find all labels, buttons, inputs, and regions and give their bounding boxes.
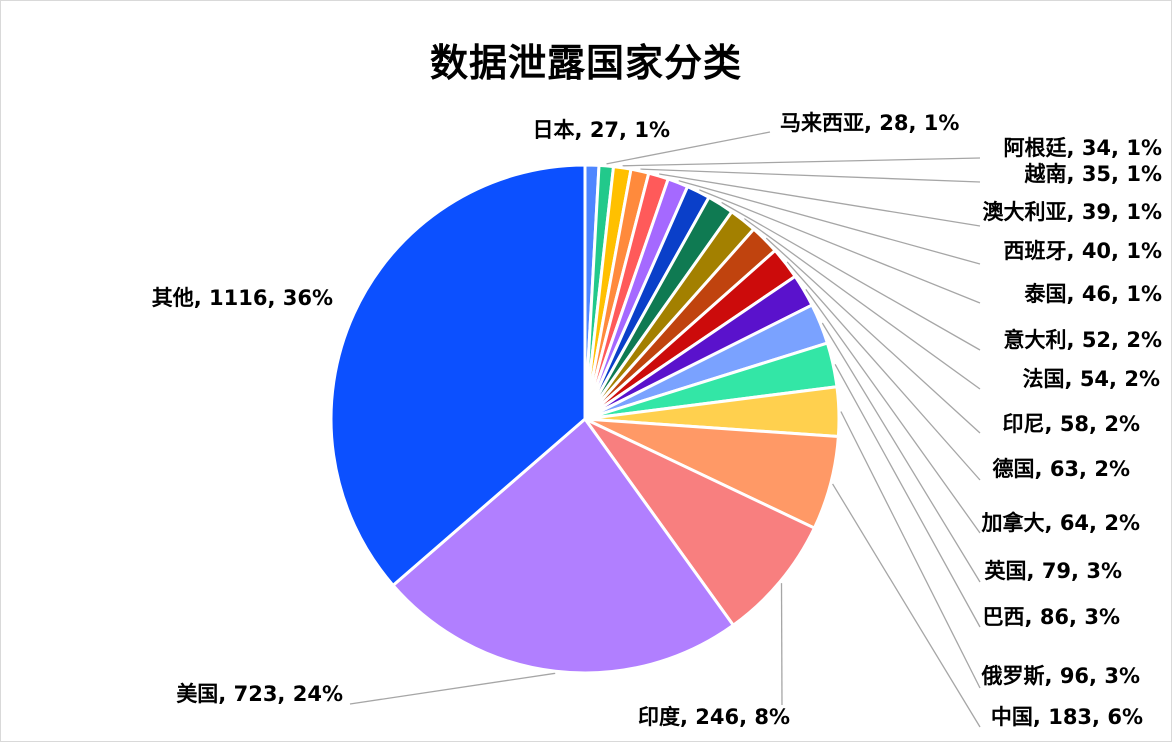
leader-line — [640, 168, 981, 183]
data-label: 阿根廷, 34, 1% — [1004, 136, 1162, 160]
leader-line — [821, 322, 981, 583]
data-label: 美国, 723, 24% — [176, 682, 343, 706]
leader-line — [832, 483, 981, 728]
leader-line — [786, 261, 981, 481]
leader-line — [658, 173, 981, 227]
data-label: 巴西, 86, 3% — [983, 605, 1120, 629]
pie-slice — [329, 163, 587, 587]
leader-line — [349, 672, 556, 705]
data-label: 英国, 79, 3% — [985, 559, 1122, 583]
leader-line — [606, 131, 771, 165]
data-label: 意大利, 52, 2% — [1004, 328, 1162, 352]
leader-line — [765, 237, 981, 434]
data-label: 泰国, 46, 1% — [1024, 282, 1162, 306]
data-label: 加拿大, 64, 2% — [981, 511, 1140, 535]
data-label: 日本, 27, 1% — [533, 118, 670, 142]
data-label: 印尼, 58, 2% — [1003, 412, 1140, 436]
data-label: 其他, 1116, 36% — [152, 286, 333, 310]
data-label: 越南, 35, 1% — [1024, 162, 1162, 186]
leader-line — [743, 218, 981, 390]
leader-line — [699, 189, 981, 304]
leader-line — [840, 411, 981, 689]
chart-title: 数据泄露国家分类 — [429, 41, 742, 85]
leader-line — [834, 363, 981, 628]
data-label: 法国, 54, 2% — [1023, 367, 1160, 391]
leader-line — [678, 180, 981, 265]
leader-line — [780, 583, 783, 706]
data-label: 中国, 183, 6% — [991, 705, 1143, 729]
leader-line — [721, 201, 981, 351]
leader-line — [622, 157, 981, 167]
leader-line — [805, 289, 981, 534]
data-label: 俄罗斯, 96, 3% — [981, 664, 1140, 688]
pie-slice — [583, 417, 816, 627]
data-label: 马来西亚, 28, 1% — [780, 111, 959, 135]
pie-slice — [391, 417, 735, 675]
data-label: 印度, 246, 8% — [638, 705, 790, 729]
data-label: 西班牙, 40, 1% — [1004, 239, 1162, 263]
data-label: 澳大利亚, 39, 1% — [983, 200, 1162, 224]
data-label: 德国, 63, 2% — [993, 457, 1130, 481]
